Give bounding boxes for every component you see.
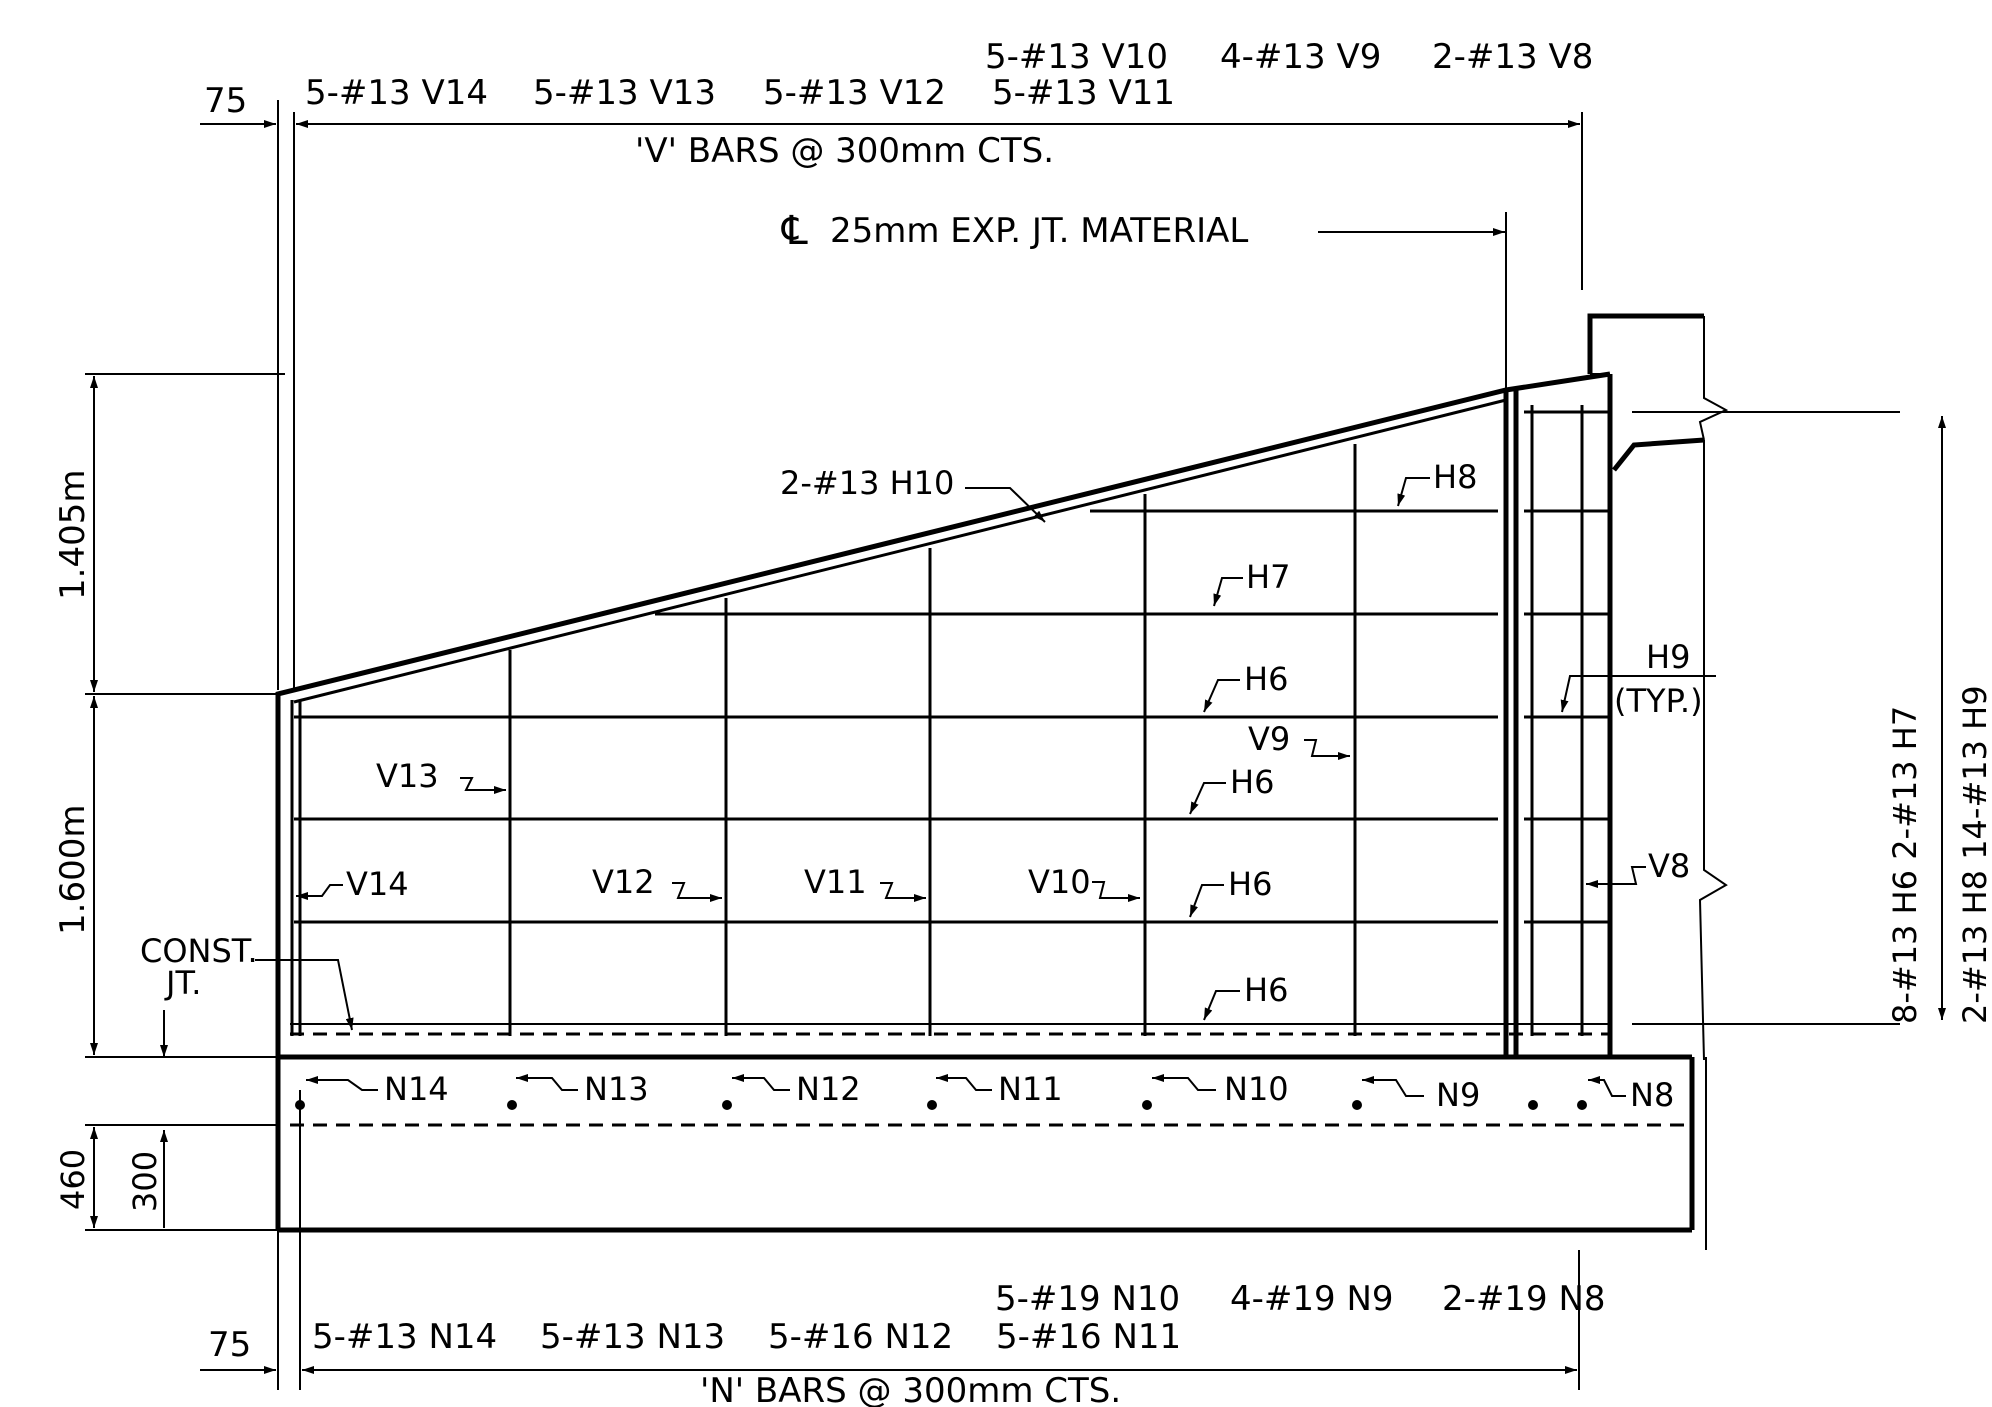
schedule-n10: 5-#19 N10: [995, 1279, 1180, 1319]
label-h6-3: H6: [1228, 865, 1272, 903]
top-bar-schedule: 5-#13 V10 4-#13 V9 2-#13 V8 5-#13 V14 5-…: [204, 37, 1593, 171]
label-h6-1: H6: [1244, 660, 1288, 698]
schedule-v10: 5-#13 V10: [985, 37, 1168, 77]
top-left-dim-75: 75: [204, 81, 247, 121]
schedule-v13: 5-#13 V13: [533, 73, 716, 113]
label-v12: V12: [592, 863, 655, 901]
schedule-n14: 5-#13 N14: [312, 1317, 497, 1357]
const-joint-label-2: JT.: [164, 964, 201, 1002]
label-n14: N14: [384, 1070, 449, 1108]
v-bars-spacing-note: 'V' BARS @ 300mm CTS.: [635, 131, 1054, 171]
bottom-left-dim-75: 75: [208, 1325, 251, 1365]
left-vertical-dimensions: [85, 373, 285, 1231]
const-joint-label-1: CONST.: [140, 932, 258, 970]
dim-1600m: 1.600m: [53, 805, 93, 935]
label-h7: H7: [1246, 558, 1290, 596]
vertical-bars: [290, 405, 1584, 1036]
label-n12: N12: [796, 1070, 861, 1108]
label-h6-4: H6: [1244, 971, 1288, 1009]
schedule-v14: 5-#13 V14: [305, 73, 488, 113]
label-n8: N8: [1630, 1076, 1674, 1114]
label-h9: H9: [1646, 638, 1690, 676]
label-h8: H8: [1433, 458, 1477, 496]
label-h10: 2-#13 H10: [780, 464, 954, 502]
bar-labels: 2-#13 H10 H8 H7 H6 H6 H6 H6 H9 (TYP.) V1…: [296, 458, 1716, 1114]
schedule-v12: 5-#13 V12: [763, 73, 946, 113]
abutment-outline: [1587, 313, 1946, 1061]
label-n11: N11: [998, 1070, 1063, 1108]
exp-joint-note: 25mm EXP. JT. MATERIAL: [830, 211, 1248, 251]
schedule-v8: 2-#13 V8: [1432, 37, 1593, 77]
schedule-v9: 4-#13 V9: [1220, 37, 1381, 77]
horizontal-bars: [294, 410, 1610, 924]
label-n10: N10: [1224, 1070, 1289, 1108]
label-typ: (TYP.): [1614, 682, 1703, 720]
label-v13: V13: [376, 757, 439, 795]
schedule-n9: 4-#19 N9: [1230, 1279, 1394, 1319]
schedule-n11: 5-#16 N11: [996, 1317, 1181, 1357]
label-v11: V11: [804, 863, 867, 901]
label-v9: V9: [1248, 720, 1290, 758]
schedule-n12: 5-#16 N12: [768, 1317, 953, 1357]
dim-300: 300: [126, 1151, 164, 1212]
label-v8: V8: [1648, 847, 1690, 885]
n-bars-spacing-note: 'N' BARS @ 300mm CTS.: [700, 1371, 1121, 1407]
label-n13: N13: [584, 1070, 649, 1108]
label-h6-2: H6: [1230, 763, 1274, 801]
centerline-symbol: ℄: [781, 208, 808, 254]
right-note-2: 2-#13 H8 14-#13 H9: [1956, 685, 1992, 1024]
schedule-v11: 5-#13 V11: [992, 73, 1175, 113]
label-n9: N9: [1436, 1076, 1480, 1114]
dim-1405m: 1.405m: [53, 470, 93, 600]
schedule-n13: 5-#13 N13: [540, 1317, 725, 1357]
const-joint-leader: [255, 959, 354, 1031]
n-bar-dots: [295, 1100, 1587, 1110]
label-v10: V10: [1028, 863, 1091, 901]
dim-460: 460: [54, 1149, 92, 1210]
label-v14: V14: [346, 865, 409, 903]
wall-outline: [275, 371, 1692, 1060]
schedule-n8: 2-#19 N8: [1442, 1279, 1606, 1319]
right-note-1: 8-#13 H6 2-#13 H7: [1886, 706, 1924, 1024]
bottom-bar-schedule: 5-#19 N10 4-#19 N9 2-#19 N8 5-#13 N14 5-…: [208, 1279, 1606, 1407]
